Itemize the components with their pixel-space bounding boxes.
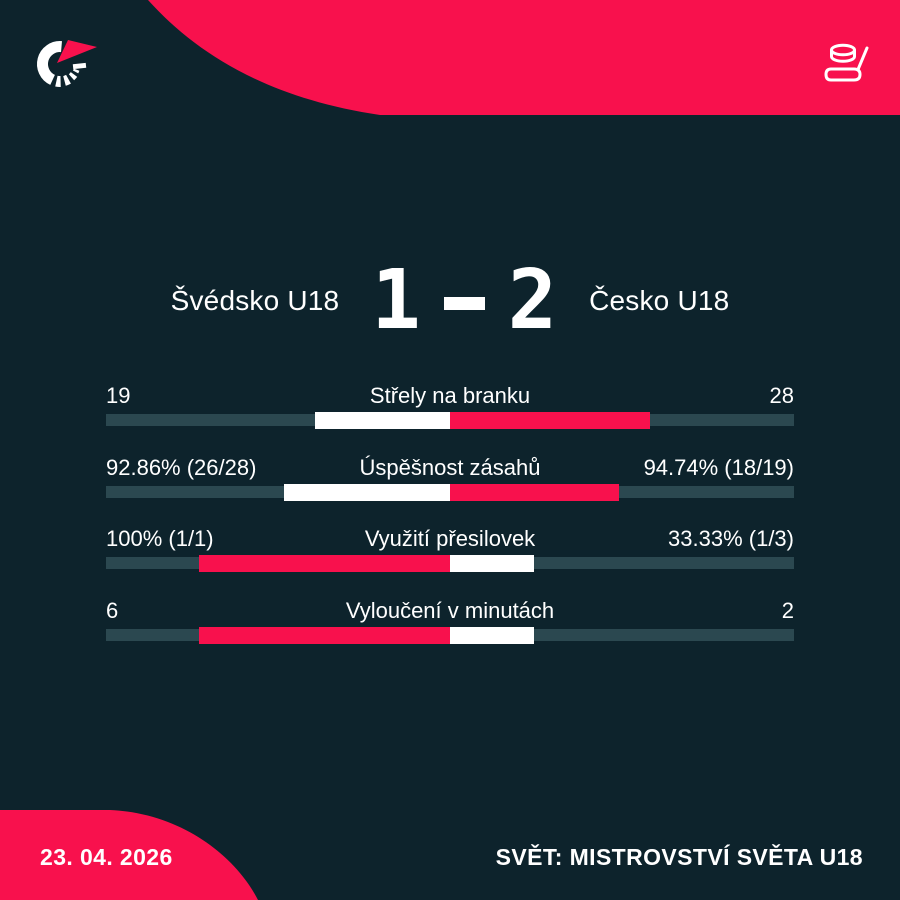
home-score: 1 <box>371 253 421 348</box>
scoreboard: Švédsko U18 1 - 2 Česko U18 <box>0 255 900 347</box>
match-date: 23. 04. 2026 <box>40 844 173 870</box>
bottom-red-band <box>0 810 258 900</box>
away-team-name: Česko U18 <box>589 285 730 316</box>
logo-flash-needle <box>57 40 97 63</box>
score-separator: - <box>443 296 485 310</box>
away-score: 2 <box>507 253 558 348</box>
top-red-band <box>148 0 900 115</box>
competition-name: SVĚT: MISTROVSTVÍ SVĚTA U18 <box>495 844 863 870</box>
flashscore-logo-icon <box>37 40 97 88</box>
hockey-puck-and-stick-icon <box>824 43 869 82</box>
home-team-name: Švédsko U18 <box>170 285 340 316</box>
